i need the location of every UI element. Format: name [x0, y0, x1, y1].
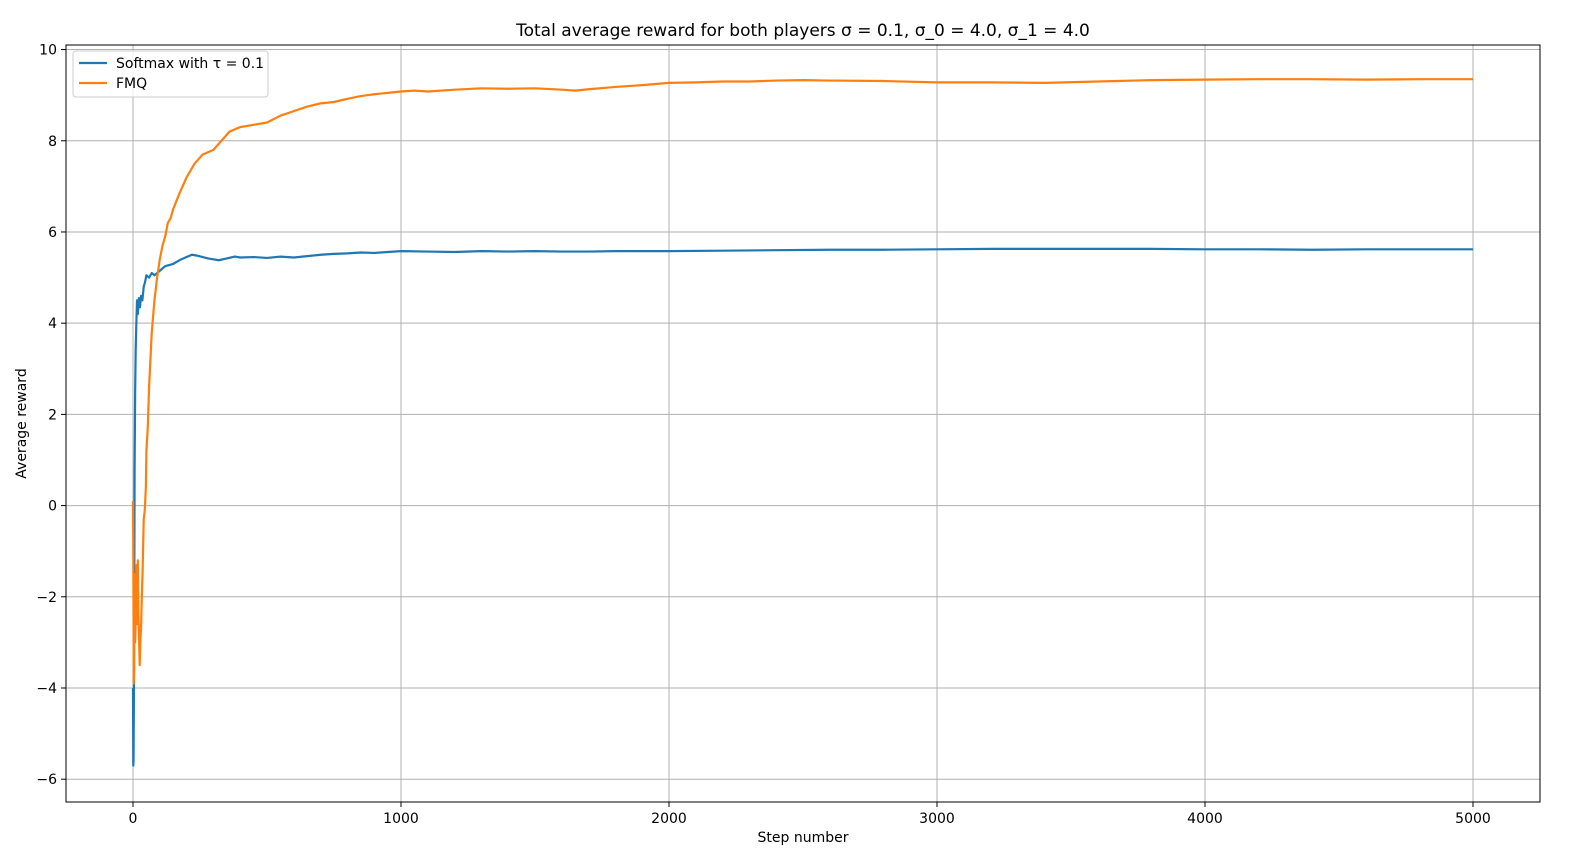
chart-title: Total average reward for both players σ …	[515, 21, 1090, 41]
y-tick-label: 0	[48, 499, 57, 515]
x-tick-label: 5000	[1455, 811, 1491, 827]
y-axis-label: Average reward	[14, 368, 30, 478]
x-axis-label: Step number	[758, 830, 849, 846]
grid-lines	[66, 45, 1540, 802]
series-lines	[131, 78, 1473, 767]
y-tick-label: 4	[48, 316, 57, 332]
series-line-2	[131, 78, 1473, 685]
x-tick-label: 3000	[919, 811, 955, 827]
x-tick-label: 1000	[383, 811, 419, 827]
y-tick-label: 2	[48, 407, 57, 423]
y-tick-label: −6	[36, 772, 57, 788]
y-tick-label: 10	[39, 43, 57, 59]
y-tick-label: −4	[36, 681, 57, 697]
y-tick-label: −2	[36, 590, 57, 606]
y-tick-label: 6	[48, 225, 57, 241]
legend-label-2: FMQ	[116, 76, 147, 92]
legend: Softmax with τ = 0.1 FMQ	[72, 50, 269, 98]
plot-frame	[65, 44, 1541, 803]
x-tick-label: 2000	[651, 811, 687, 827]
legend-box	[72, 50, 269, 98]
y-tick-label: 8	[48, 134, 57, 150]
x-tick-label: 4000	[1187, 811, 1223, 827]
x-tick-label: 0	[129, 811, 138, 827]
axis-ticks: 0 1000 2000 3000 4000 5000 −6 −4 −2 0 2 4 6 8 10	[36, 43, 1490, 827]
legend-label-1: Softmax with τ = 0.1	[116, 56, 264, 72]
series-line-1	[131, 247, 1473, 767]
